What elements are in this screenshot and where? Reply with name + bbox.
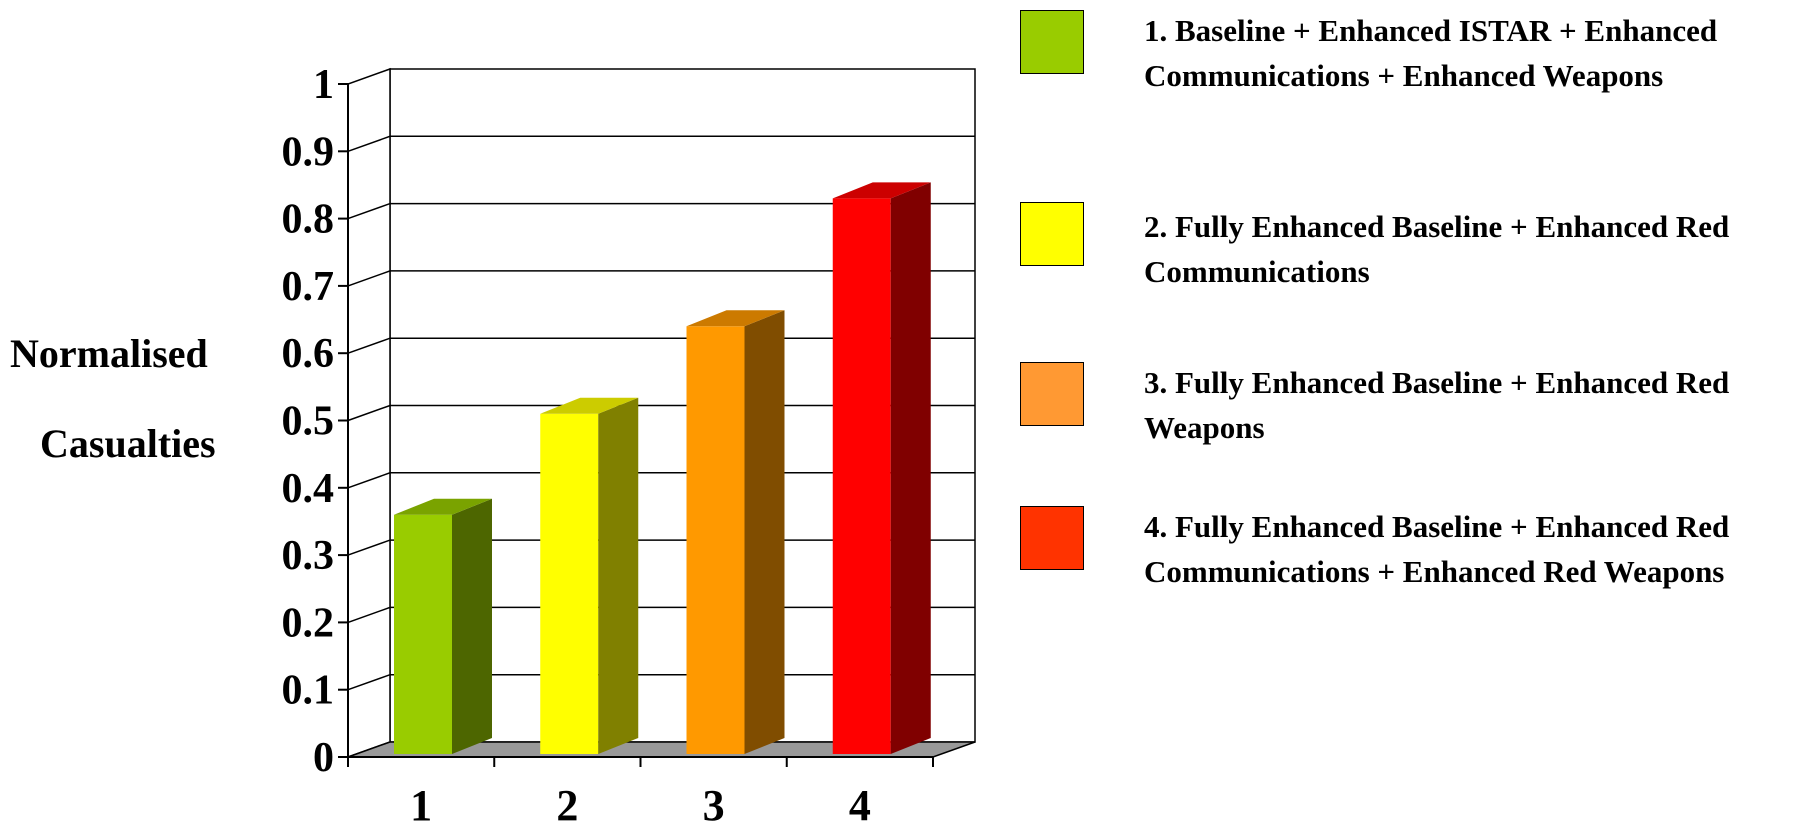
legend-label-4: 4. Fully Enhanced Baseline + Enhanced Re…	[1144, 509, 1730, 589]
y-tick-label: 0.7	[282, 264, 335, 310]
y-tick-label: 0.8	[282, 197, 335, 243]
gridline	[347, 135, 975, 153]
bar-top-4	[832, 182, 931, 199]
y-tick-label: 0	[313, 735, 334, 781]
y-tick-label: 0.4	[282, 466, 335, 512]
bar-top-2	[540, 397, 639, 414]
legend-swatch-4	[1020, 506, 1084, 570]
y-tick-label: 0.5	[282, 399, 335, 445]
legend-label-2: 2. Fully Enhanced Baseline + Enhanced Re…	[1144, 209, 1730, 289]
bar-top-1	[394, 498, 492, 515]
bar-4	[832, 198, 891, 754]
bar-2	[540, 413, 599, 754]
bars	[394, 182, 931, 754]
y-axis-label-line-1: Normalised	[10, 331, 208, 376]
bar-3	[686, 326, 745, 754]
gridline	[347, 202, 975, 220]
x-tick-label: 1	[410, 781, 432, 824]
bar-top-3	[686, 310, 785, 327]
x-tick-label: 4	[849, 781, 871, 824]
legend-label-3: 3. Fully Enhanced Baseline + Enhanced Re…	[1144, 365, 1730, 445]
bar-side-4	[890, 182, 931, 754]
gridline	[347, 270, 975, 287]
x-tick-label: 3	[703, 781, 725, 824]
bar-side-2	[598, 397, 639, 754]
y-tick-label: 1	[313, 62, 334, 108]
y-axis-label-line-2: Casualties	[40, 421, 216, 466]
legend-swatch-2	[1020, 202, 1084, 266]
y-tick-label: 0.2	[282, 600, 335, 646]
legend-swatch-1	[1020, 10, 1084, 74]
y-tick-label: 0.9	[282, 129, 335, 175]
legend-swatch-3	[1020, 362, 1084, 426]
bar-side-3	[744, 310, 785, 754]
x-tick-label: 2	[556, 781, 578, 824]
y-tick-label: 0.1	[282, 668, 335, 714]
bar-side-1	[452, 498, 492, 754]
legend-label-1: 1. Baseline + Enhanced ISTAR + Enhanced …	[1144, 13, 1718, 93]
bar-1	[394, 514, 452, 754]
y-tick-label: 0.6	[282, 331, 335, 377]
axes: 0 0.1 0.2 0.3 0.4 0.5 0.6 0.7 0.8 0.9 1 1 2 3 4	[282, 62, 934, 824]
y-tick-label: 0.3	[282, 533, 335, 579]
